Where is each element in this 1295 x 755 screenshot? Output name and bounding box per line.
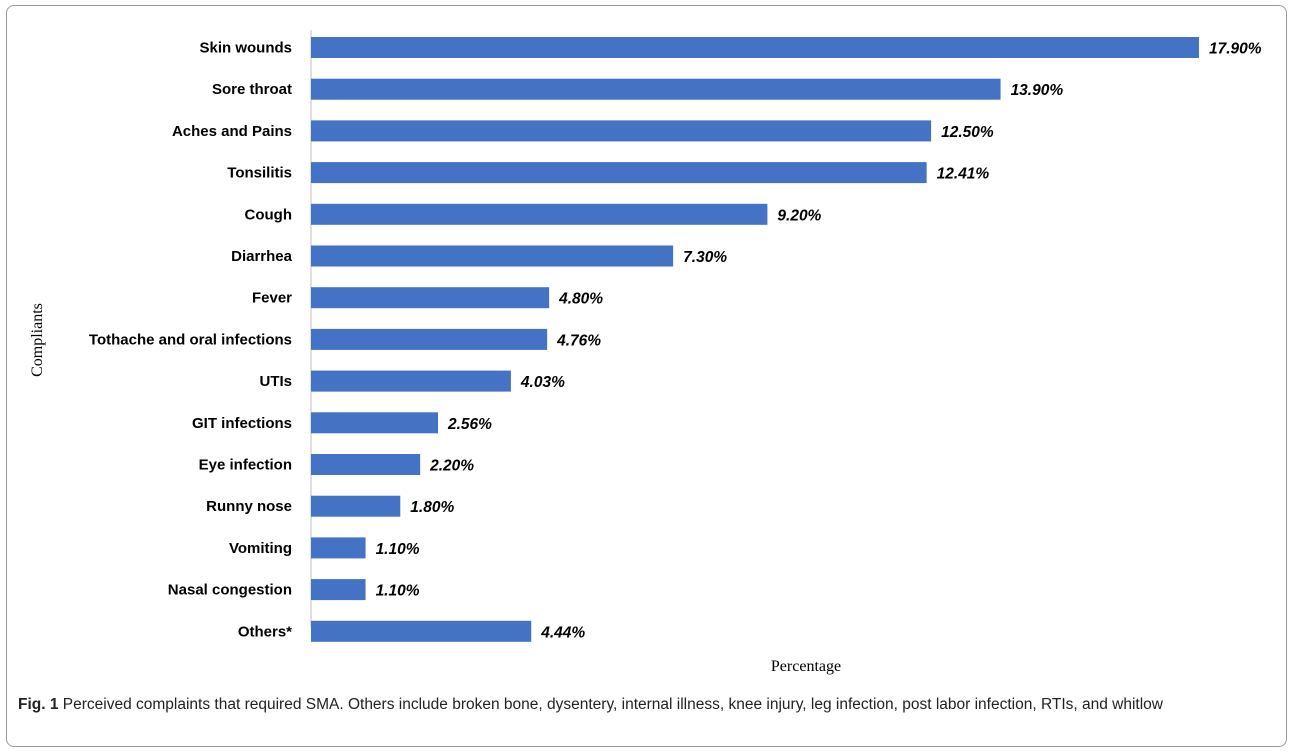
category-label: Eye infection (199, 457, 292, 474)
data-label: 2.20% (429, 458, 474, 475)
category-label: UTIs (259, 373, 292, 390)
bar-1 (311, 78, 1001, 100)
category-label: Nasal congestion (168, 582, 292, 599)
data-label: 4.44% (540, 624, 585, 641)
bar-11 (311, 495, 401, 517)
data-label: 1.10% (376, 583, 420, 600)
category-label: Diarrhea (231, 248, 293, 265)
bar-6 (311, 287, 550, 309)
category-label: Tothache and oral infections (89, 331, 292, 348)
category-label: Tonsilitis (227, 165, 292, 182)
bar-13 (311, 579, 366, 601)
x-axis-title: Percentage (771, 658, 841, 675)
data-label: 4.03% (520, 374, 565, 391)
bar-8 (311, 370, 511, 392)
data-label: 12.41% (937, 166, 990, 183)
data-label: 12.50% (941, 124, 994, 141)
data-label: 13.90% (1011, 82, 1064, 99)
category-label: Cough (245, 206, 292, 223)
data-label: 2.56% (447, 416, 492, 433)
bar-12 (311, 537, 366, 559)
data-label: 1.80% (410, 499, 454, 516)
bar-7 (311, 328, 548, 350)
category-label: GIT infections (192, 415, 292, 432)
figure-caption: Fig. 1 Perceived complaints that require… (18, 694, 1273, 716)
category-label: Others* (238, 623, 292, 640)
bar-9 (311, 412, 438, 434)
data-label: 1.10% (376, 541, 420, 558)
figure-frame (6, 5, 1287, 747)
bars-group: Skin wounds 17.90% Sore throat 13.90% Aches … (89, 37, 1262, 642)
category-label: Vomiting (229, 540, 292, 557)
category-label: Fever (252, 290, 292, 307)
data-label: 4.80% (558, 291, 603, 308)
bar-5 (311, 245, 674, 267)
bar-4 (311, 203, 768, 225)
bar-chart: Skin wounds 17.90% Sore throat 13.90% Aches … (29, 30, 1262, 675)
bar-14 (311, 620, 532, 642)
figure-number: Fig. 1 (18, 696, 59, 713)
caption-text: Perceived complaints that required SMA. … (58, 696, 1163, 713)
category-label: Sore throat (212, 81, 292, 98)
category-label: Skin wounds (199, 40, 292, 57)
data-label: 9.20% (777, 207, 821, 224)
bar-10 (311, 454, 421, 475)
data-label: 17.90% (1209, 41, 1262, 58)
bar-3 (311, 162, 927, 184)
data-label: 4.76% (556, 332, 601, 349)
y-axis-title: Compliants (29, 303, 46, 377)
category-label: Runny nose (206, 498, 292, 515)
bar-0 (311, 37, 1199, 58)
data-label: 7.30% (683, 249, 727, 266)
category-label: Aches and Pains (172, 123, 292, 140)
bar-2 (311, 120, 932, 142)
